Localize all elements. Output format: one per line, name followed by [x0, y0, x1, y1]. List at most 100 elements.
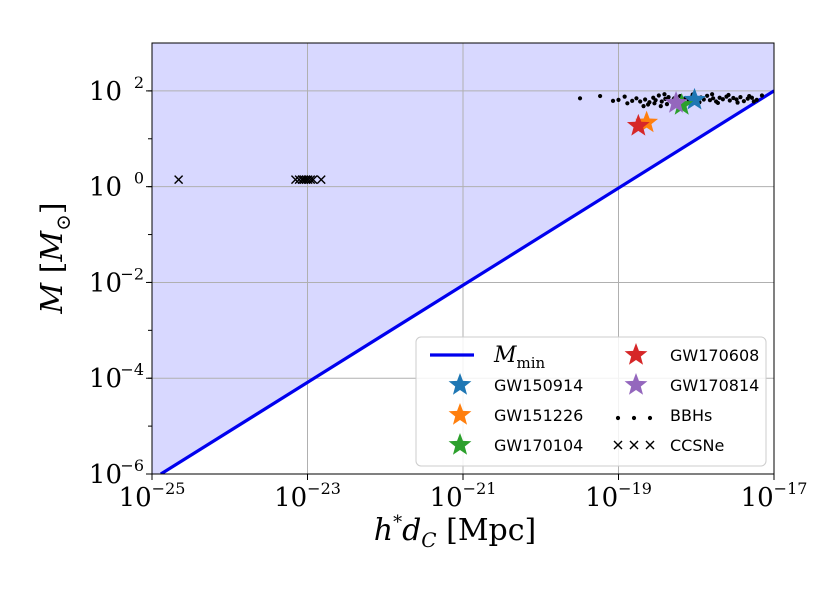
event-star-gw151226	[635, 110, 659, 133]
legend-star-swatch	[448, 373, 472, 395]
cross-stroke	[308, 175, 318, 185]
bbh-point	[741, 99, 746, 104]
legend-label: GW170608	[670, 346, 759, 365]
cross-stroke	[290, 175, 300, 185]
legend-entry-gw150914: GW150914	[448, 373, 583, 395]
bbh-point	[715, 100, 721, 106]
bbh-point	[658, 104, 663, 109]
x-tick-label: 10−19	[585, 479, 652, 513]
ccsne-point	[299, 175, 309, 185]
bbh-point	[710, 92, 715, 97]
x-tick-label: 10−17	[741, 479, 808, 513]
legend-entry-gw170814: GW170814	[624, 373, 759, 395]
legend-dot-swatch	[615, 415, 621, 421]
bbh-point	[622, 94, 627, 99]
ccsne-point	[316, 175, 326, 185]
cross-stroke	[645, 440, 655, 450]
bbh-point	[643, 97, 648, 102]
plot-frame	[146, 42, 775, 480]
y-tick-label: 10	[89, 77, 122, 107]
y-tick-exponent: 2	[134, 73, 144, 92]
bbh-point	[630, 98, 635, 103]
bbh-point	[711, 96, 716, 101]
bbh-point	[641, 104, 646, 109]
legend-entry-ccsne: CCSNe	[613, 436, 724, 455]
bbh-point	[735, 100, 740, 105]
x-tick-label: 10−21	[430, 479, 497, 513]
legend-label: GW150914	[494, 376, 583, 395]
legend-star-swatch	[624, 343, 648, 365]
x-tick-label: 10−25	[119, 479, 186, 513]
y-tick-exponent: −6	[120, 456, 144, 475]
y-axis-label-text: M [M⊙]	[35, 202, 75, 314]
bbh-point	[625, 101, 630, 106]
legend-label: CCSNe	[670, 436, 724, 455]
y-tick-label: 10	[89, 268, 122, 298]
bbh-point	[751, 99, 756, 104]
cross-stroke	[306, 175, 316, 185]
bbh-point	[645, 102, 651, 107]
x-axis-label-text: h*dC [Mpc]	[374, 512, 537, 552]
legend-cross-swatch	[613, 440, 623, 450]
bbh-point	[717, 95, 722, 100]
bbh-point	[726, 92, 731, 98]
bbh-point	[598, 93, 603, 99]
legend-label: Mmin	[493, 343, 546, 372]
bbh-point	[634, 96, 639, 101]
y-tick-exponent: 0	[134, 169, 144, 188]
legend-entry-m-min: Mmin	[430, 343, 546, 372]
bbh-point	[653, 98, 658, 103]
bbh-point	[638, 99, 643, 104]
bbh-point	[610, 98, 616, 103]
legend-entry-gw151226: GW151226	[448, 403, 583, 425]
bbh-point	[656, 93, 661, 98]
legend-star-swatch	[624, 373, 648, 395]
x-axis-label: h*dC [Mpc]	[374, 512, 537, 552]
ccsne-point	[308, 175, 318, 185]
bbh-point	[664, 101, 670, 107]
legend-star-swatch	[448, 403, 472, 425]
legend-label: BBHs	[670, 406, 712, 425]
bbh-point	[738, 95, 743, 100]
legend-dot-swatch	[647, 415, 653, 421]
legend-label: GW170104	[494, 436, 583, 455]
legend-entry-gw170104: GW170104	[448, 433, 583, 455]
ccsne-point	[290, 175, 300, 185]
bbh-point	[662, 92, 667, 97]
legend-label: GW151226	[494, 406, 583, 425]
mmin-line-layer	[160, 89, 774, 474]
cross-stroke	[174, 175, 184, 185]
event-star-gw170814	[664, 90, 688, 113]
cross-stroke	[613, 440, 623, 450]
cross-stroke	[299, 175, 309, 185]
bbh-point	[747, 93, 752, 99]
x-tick-label: 10−23	[274, 479, 341, 513]
legend-box	[415, 336, 767, 467]
bbh-point	[705, 93, 710, 98]
legend-cross-swatch	[629, 440, 639, 450]
ccsne-markers	[174, 175, 326, 185]
bbh-point	[577, 96, 583, 101]
bbh-point	[759, 93, 765, 98]
y-tick-label: 10	[89, 460, 122, 490]
x-tick-labels: 10−25 10−23 10−21 10−19 10−17	[119, 479, 808, 513]
gw-event-markers	[626, 87, 706, 136]
bbh-point	[616, 97, 621, 102]
bbh-point	[727, 98, 732, 103]
y-tick-exponent: −4	[120, 360, 144, 379]
y-axis-label: M [M⊙]	[35, 202, 75, 314]
bbh-point	[707, 98, 713, 103]
y-tick-label: 10	[89, 364, 122, 394]
bbh-point	[659, 99, 664, 104]
bbh-point	[666, 95, 671, 100]
bbh-point	[720, 97, 725, 102]
cross-stroke	[316, 175, 326, 185]
ccsne-point	[306, 175, 316, 185]
event-star-gw170104	[670, 93, 694, 115]
mmin-line	[160, 89, 774, 474]
legend-entry-bbhs: BBHs	[615, 406, 712, 425]
ccsne-point	[174, 175, 184, 185]
legend-cross-swatch	[645, 440, 655, 450]
y-tick-exponent: −2	[120, 264, 144, 283]
